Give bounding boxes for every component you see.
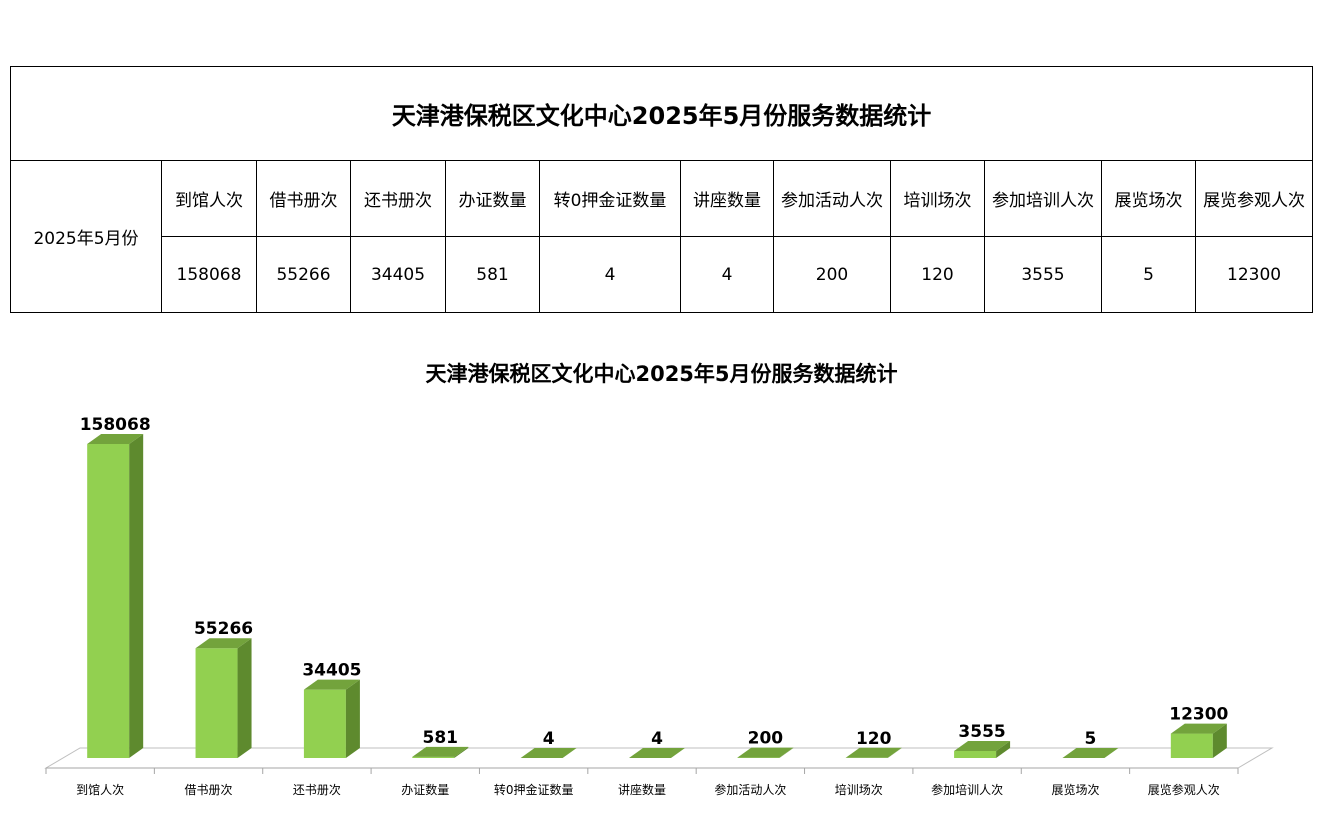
x-tick-label: 借书册次 (185, 783, 233, 797)
bar-front (303, 689, 346, 758)
bar-side (1104, 747, 1119, 758)
value-cell: 12300 (1194, 236, 1314, 313)
data-label: 12300 (1169, 705, 1228, 725)
bar-top (520, 747, 577, 758)
bar-side (887, 747, 902, 758)
bar-side (129, 434, 144, 758)
x-tick-label: 培训场次 (835, 782, 883, 797)
table-title: 天津港保税区文化中心2025年5月份服务数据统计 (9, 66, 1314, 161)
data-label: 5 (1085, 729, 1097, 749)
data-table: 天津港保税区文化中心2025年5月份服务数据统计 2025年5月份 到馆人次 借… (9, 66, 1314, 313)
bar-top (629, 747, 685, 758)
x-tick-label: 办证数量 (401, 782, 449, 797)
value-cell: 581 (445, 236, 540, 313)
bar-top (87, 434, 144, 444)
value-cell: 200 (773, 236, 891, 313)
x-tick-label: 展览参观人次 (1148, 782, 1220, 797)
x-tick-label: 展览场次 (1051, 782, 1099, 797)
header-cell: 转0押金证数量 (539, 160, 681, 237)
data-label: 158068 (80, 415, 151, 435)
x-tick-label: 参加培训人次 (931, 782, 1003, 797)
value-cell: 5 (1101, 236, 1196, 313)
bar-top (195, 638, 252, 649)
header-cell: 培训场次 (890, 160, 985, 237)
header-cell: 展览场次 (1101, 160, 1196, 237)
header-cell: 办证数量 (445, 160, 540, 237)
value-cell: 3555 (984, 236, 1102, 313)
bar-top (845, 747, 902, 758)
bar-top (954, 740, 1011, 751)
bar-front (954, 750, 997, 758)
data-label: 34405 (302, 661, 361, 681)
header-cell: 借书册次 (256, 160, 351, 237)
x-tick-label: 还书册次 (293, 783, 341, 797)
data-label: 4 (651, 729, 663, 749)
bar-front (195, 648, 238, 758)
value-cell: 4 (539, 236, 681, 313)
header-cell: 展览参观人次 (1194, 160, 1314, 237)
x-tick-label: 讲座数量 (618, 782, 666, 797)
bar-front (412, 756, 455, 758)
header-cell: 到馆人次 (161, 160, 257, 237)
header-cell: 参加培训人次 (984, 160, 1102, 237)
chart-title: 天津港保税区文化中心2025年5月份服务数据统计 (425, 362, 898, 386)
bar-side (237, 638, 252, 758)
x-tick-label: 转0押金证数量 (494, 782, 574, 797)
bar-side (779, 747, 794, 758)
value-cell: 34405 (350, 236, 446, 313)
bar-top (1062, 747, 1119, 758)
period-cell: 2025年5月份 (10, 160, 162, 313)
data-label: 4 (543, 729, 555, 749)
value-cell: 120 (890, 236, 985, 313)
bar-side (454, 746, 469, 758)
bar-side (345, 679, 360, 758)
data-label: 3555 (958, 722, 1005, 742)
bar-top (737, 747, 794, 758)
bar-side (1212, 723, 1227, 758)
data-label: 581 (423, 728, 459, 748)
value-cell: 55266 (256, 236, 351, 313)
header-cell: 还书册次 (350, 160, 446, 237)
data-label: 120 (856, 729, 892, 749)
bar-top (1170, 723, 1227, 734)
bar-front (1170, 733, 1213, 758)
bar-chart: 158068 到馆人次 55266 借书册次 34405 还书册次 581 办证数量 4 转0押金… (44, 415, 1274, 797)
x-tick-label: 到馆人次 (76, 782, 124, 797)
bar-side (671, 747, 685, 758)
bar-side (996, 740, 1011, 758)
x-tick-label: 参加活动人次 (714, 782, 786, 797)
value-cell: 4 (680, 236, 774, 313)
value-cell: 158068 (161, 236, 257, 313)
data-label: 200 (748, 729, 784, 749)
header-cell: 参加活动人次 (773, 160, 891, 237)
bar-top (412, 746, 469, 757)
data-label: 55266 (194, 619, 253, 639)
bar-side (562, 747, 577, 758)
bar-top (303, 679, 360, 690)
bar-front (87, 444, 130, 758)
header-cell: 讲座数量 (680, 160, 774, 237)
